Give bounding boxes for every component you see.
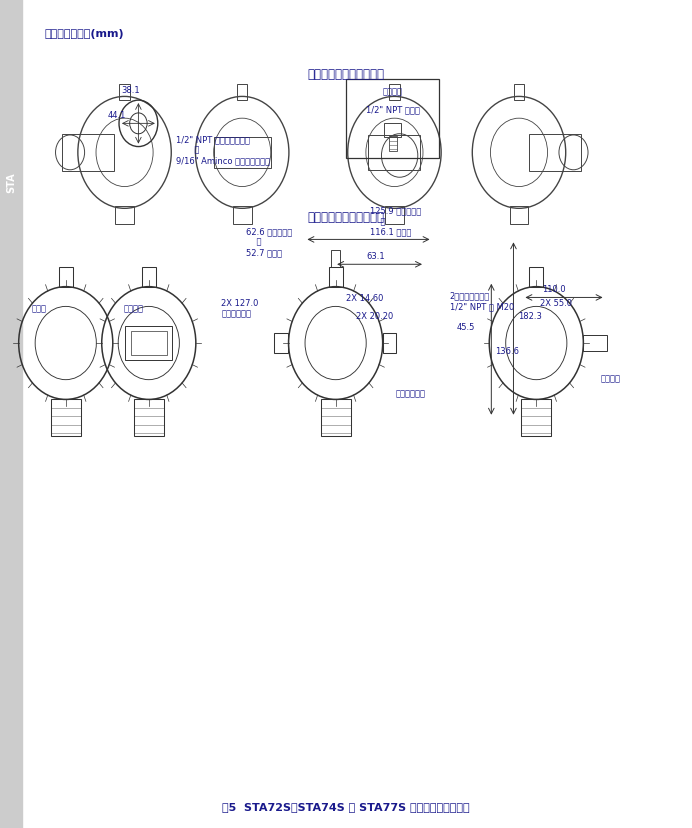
Bar xyxy=(346,80,439,159)
Text: 带可显示: 带可显示 xyxy=(123,304,143,313)
Text: 安装图：（在线式设计）: 安装图：（在线式设计） xyxy=(307,68,385,81)
Text: 2个电气接口可选
1/2" NPT 或 M20: 2个电气接口可选 1/2" NPT 或 M20 xyxy=(450,291,514,310)
Text: 182.3: 182.3 xyxy=(518,311,542,320)
Text: 44.1: 44.1 xyxy=(107,111,126,119)
Bar xyxy=(320,400,351,436)
Text: 无显示: 无显示 xyxy=(32,304,47,313)
Text: 110.0: 110.0 xyxy=(542,285,565,294)
Bar xyxy=(385,123,401,138)
Bar xyxy=(389,85,400,100)
Text: 136.6: 136.6 xyxy=(495,347,519,356)
Bar xyxy=(583,335,607,352)
Bar xyxy=(389,137,397,152)
Bar xyxy=(383,334,396,354)
Text: 2X 20.20: 2X 20.20 xyxy=(356,311,394,320)
Bar xyxy=(529,267,543,287)
Bar xyxy=(115,207,134,224)
Bar xyxy=(521,400,552,436)
Bar xyxy=(62,134,114,172)
Text: 63.1: 63.1 xyxy=(367,252,385,261)
Text: 无线连接: 无线连接 xyxy=(383,87,403,96)
Bar xyxy=(134,400,164,436)
Bar xyxy=(329,267,343,287)
Bar xyxy=(119,85,130,100)
Bar xyxy=(214,137,271,169)
Text: 1/2" NPT 外螺纹: 1/2" NPT 外螺纹 xyxy=(366,105,419,114)
Text: 旋转锁紧: 旋转锁紧 xyxy=(601,373,621,383)
Bar xyxy=(509,207,529,224)
Text: 62.6 带可选显示
    或
52.7 无显示: 62.6 带可选显示 或 52.7 无显示 xyxy=(246,227,292,257)
Text: 参考尺寸：毫米(mm): 参考尺寸：毫米(mm) xyxy=(45,29,125,39)
Text: 可选外部接地: 可选外部接地 xyxy=(396,388,426,397)
Bar xyxy=(125,327,172,360)
Bar xyxy=(331,251,340,267)
Bar xyxy=(529,134,581,172)
Bar xyxy=(131,331,167,356)
Text: 尺寸图：（在线式设计）: 尺寸图：（在线式设计） xyxy=(307,210,385,224)
Text: 1/2" NPT 内螺纹压力连接
       或
9/16" Aminco 内螺纹压力连接: 1/2" NPT 内螺纹压力连接 或 9/16" Aminco 内螺纹压力连接 xyxy=(176,135,271,165)
Text: 图5  STA72S、STA74S 和 STA77S 的典型基安装尺寸图: 图5 STA72S、STA74S 和 STA77S 的典型基安装尺寸图 xyxy=(222,802,470,811)
Bar xyxy=(385,207,404,224)
Bar xyxy=(368,136,420,171)
Bar xyxy=(51,400,81,436)
Text: 125.9 带可选显示
    或
116.1 无显示: 125.9 带可选显示 或 116.1 无显示 xyxy=(370,206,421,236)
Bar xyxy=(513,85,525,100)
Bar xyxy=(275,334,288,354)
Bar xyxy=(237,85,248,100)
Text: 2X 55.0: 2X 55.0 xyxy=(540,299,572,308)
Bar xyxy=(59,267,73,287)
Bar xyxy=(233,207,252,224)
Text: 2X 14.60: 2X 14.60 xyxy=(346,293,383,302)
Text: STA: STA xyxy=(6,172,16,192)
Bar xyxy=(0,0,22,828)
Text: 2X 127.0
直径螺纹间距: 2X 127.0 直径螺纹间距 xyxy=(221,299,259,318)
Bar xyxy=(142,267,156,287)
Text: 38.1: 38.1 xyxy=(121,86,140,94)
Text: 45.5: 45.5 xyxy=(457,322,475,331)
